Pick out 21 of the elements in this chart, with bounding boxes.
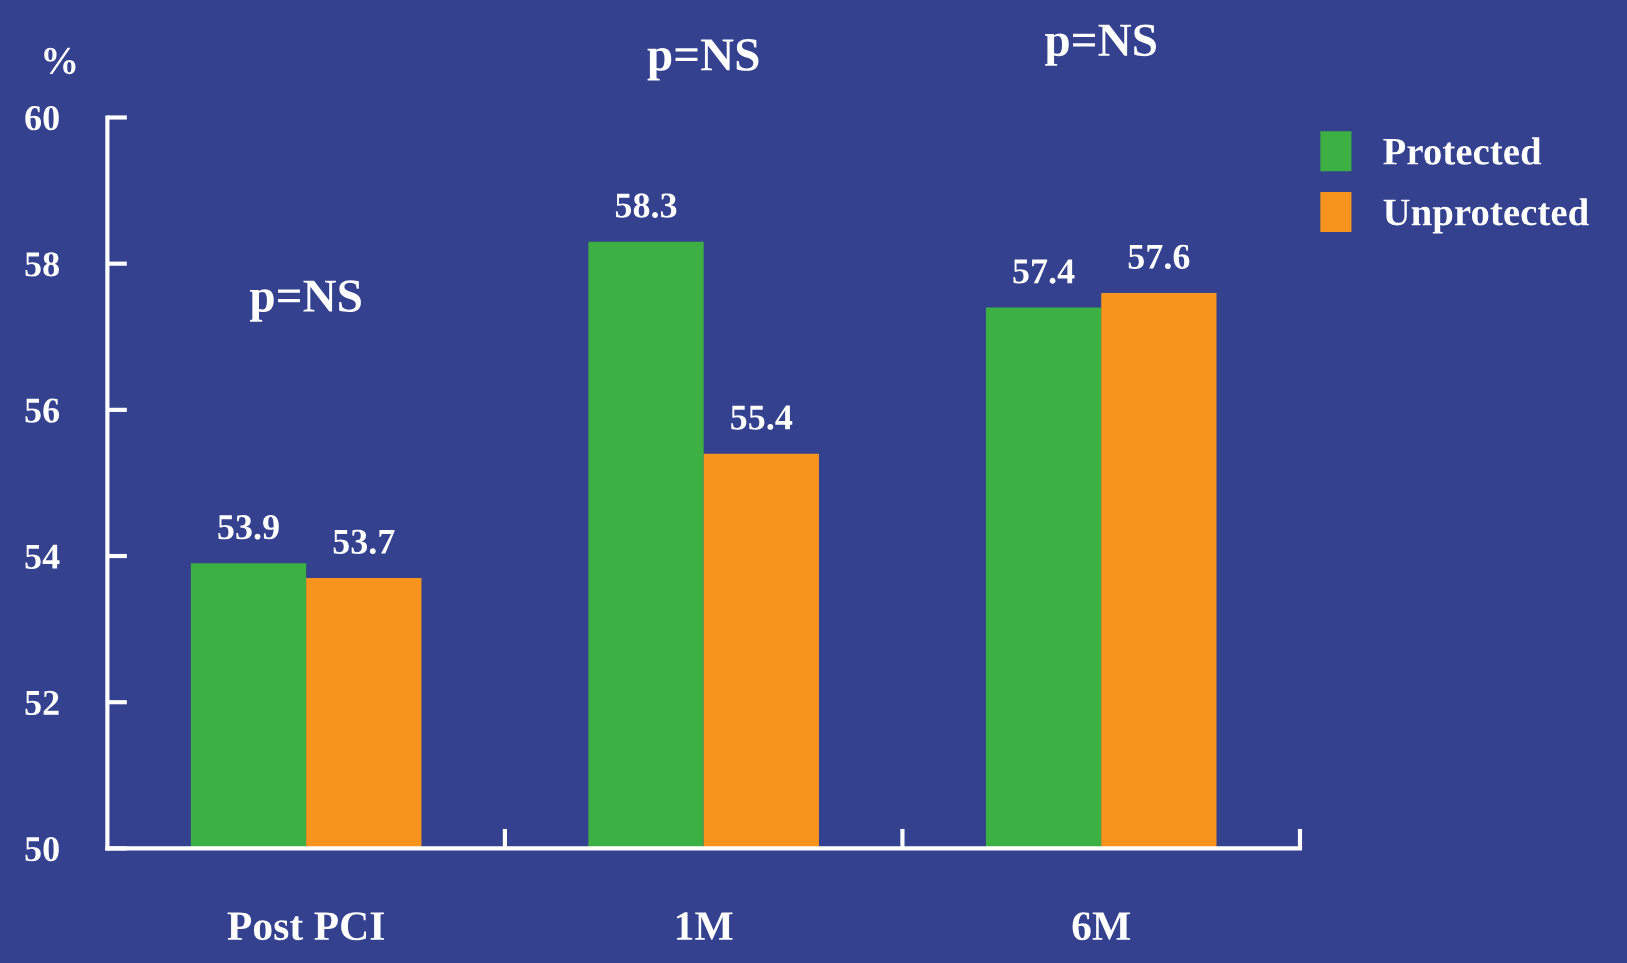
data-label: 57.6 [1128, 244, 1190, 270]
text: p=NS [647, 39, 759, 81]
text: p=NS [1045, 24, 1156, 66]
data-label: 53.7 [333, 529, 395, 555]
legend-label: Unprotected [1383, 198, 1589, 234]
y-tick-label: 58 [25, 252, 59, 277]
annotation: p=NS [249, 280, 361, 322]
y-tick-label: 54 [25, 544, 60, 569]
data-label: 55.4 [731, 405, 793, 430]
y-tick-label: 56 [25, 398, 60, 423]
legend-label: Protected [1383, 137, 1542, 165]
y-tick-label: 52 [25, 690, 59, 716]
data-label: 53.9 [218, 515, 279, 540]
y-axis-title: % [44, 47, 76, 75]
data-label: 58.3 [615, 193, 677, 218]
x-tick-label: 1M [676, 912, 733, 940]
x-tick-label: 6M [1072, 912, 1131, 941]
y-tick-label: 60 [25, 106, 59, 131]
x-tick-label: Post PCI [227, 912, 385, 941]
data-label: 57.4 [1013, 259, 1075, 284]
y-tick-label: 50 [25, 836, 59, 862]
